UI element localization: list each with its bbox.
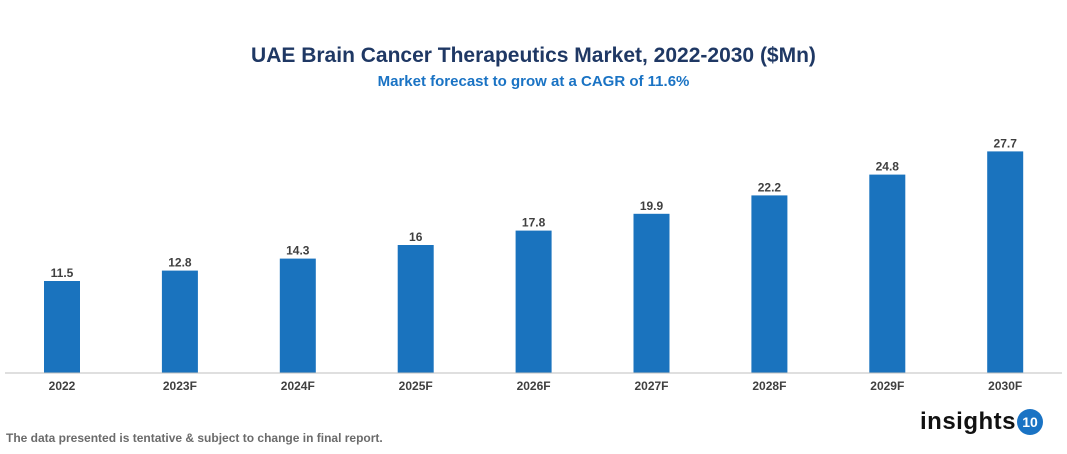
- bar: [869, 174, 906, 373]
- data-label: 22.2: [758, 180, 782, 194]
- bar: [397, 245, 434, 373]
- x-tick-label: 2026F: [517, 379, 551, 393]
- chart-title: UAE Brain Cancer Therapeutics Market, 20…: [251, 44, 816, 67]
- data-label: 14.3: [286, 244, 310, 258]
- data-label: 16: [409, 230, 423, 244]
- logo-text: insights: [920, 408, 1017, 435]
- insights10-logo: insights 10: [920, 408, 1044, 436]
- x-tick-label: 2025F: [399, 379, 433, 393]
- bar: [161, 270, 198, 373]
- x-tick-label: 2028F: [752, 379, 786, 393]
- logo-badge: 10: [1017, 409, 1044, 435]
- bar: [987, 151, 1024, 373]
- x-tick-label: 2023F: [163, 379, 197, 393]
- data-label: 12.8: [168, 256, 192, 270]
- x-tick-label: 2030F: [988, 379, 1022, 393]
- x-tick-label: 2027F: [634, 379, 668, 393]
- bar: [515, 230, 552, 373]
- data-label: 17.8: [522, 216, 546, 230]
- x-tick-label: 2024F: [281, 379, 315, 393]
- data-label: 24.8: [876, 160, 900, 174]
- data-label: 27.7: [994, 136, 1018, 150]
- bar: [279, 258, 316, 373]
- data-label: 11.5: [51, 266, 74, 280]
- data-label: 19.9: [640, 199, 664, 213]
- disclaimer-note: The data presented is tentative & subjec…: [6, 431, 383, 445]
- bar: [633, 213, 670, 373]
- chart-subtitle: Market forecast to grow at a CAGR of 11.…: [377, 73, 690, 90]
- bar: [751, 195, 788, 373]
- bar: [44, 281, 80, 373]
- x-tick-label: 2022: [49, 379, 76, 393]
- x-tick-label: 2029F: [870, 379, 904, 393]
